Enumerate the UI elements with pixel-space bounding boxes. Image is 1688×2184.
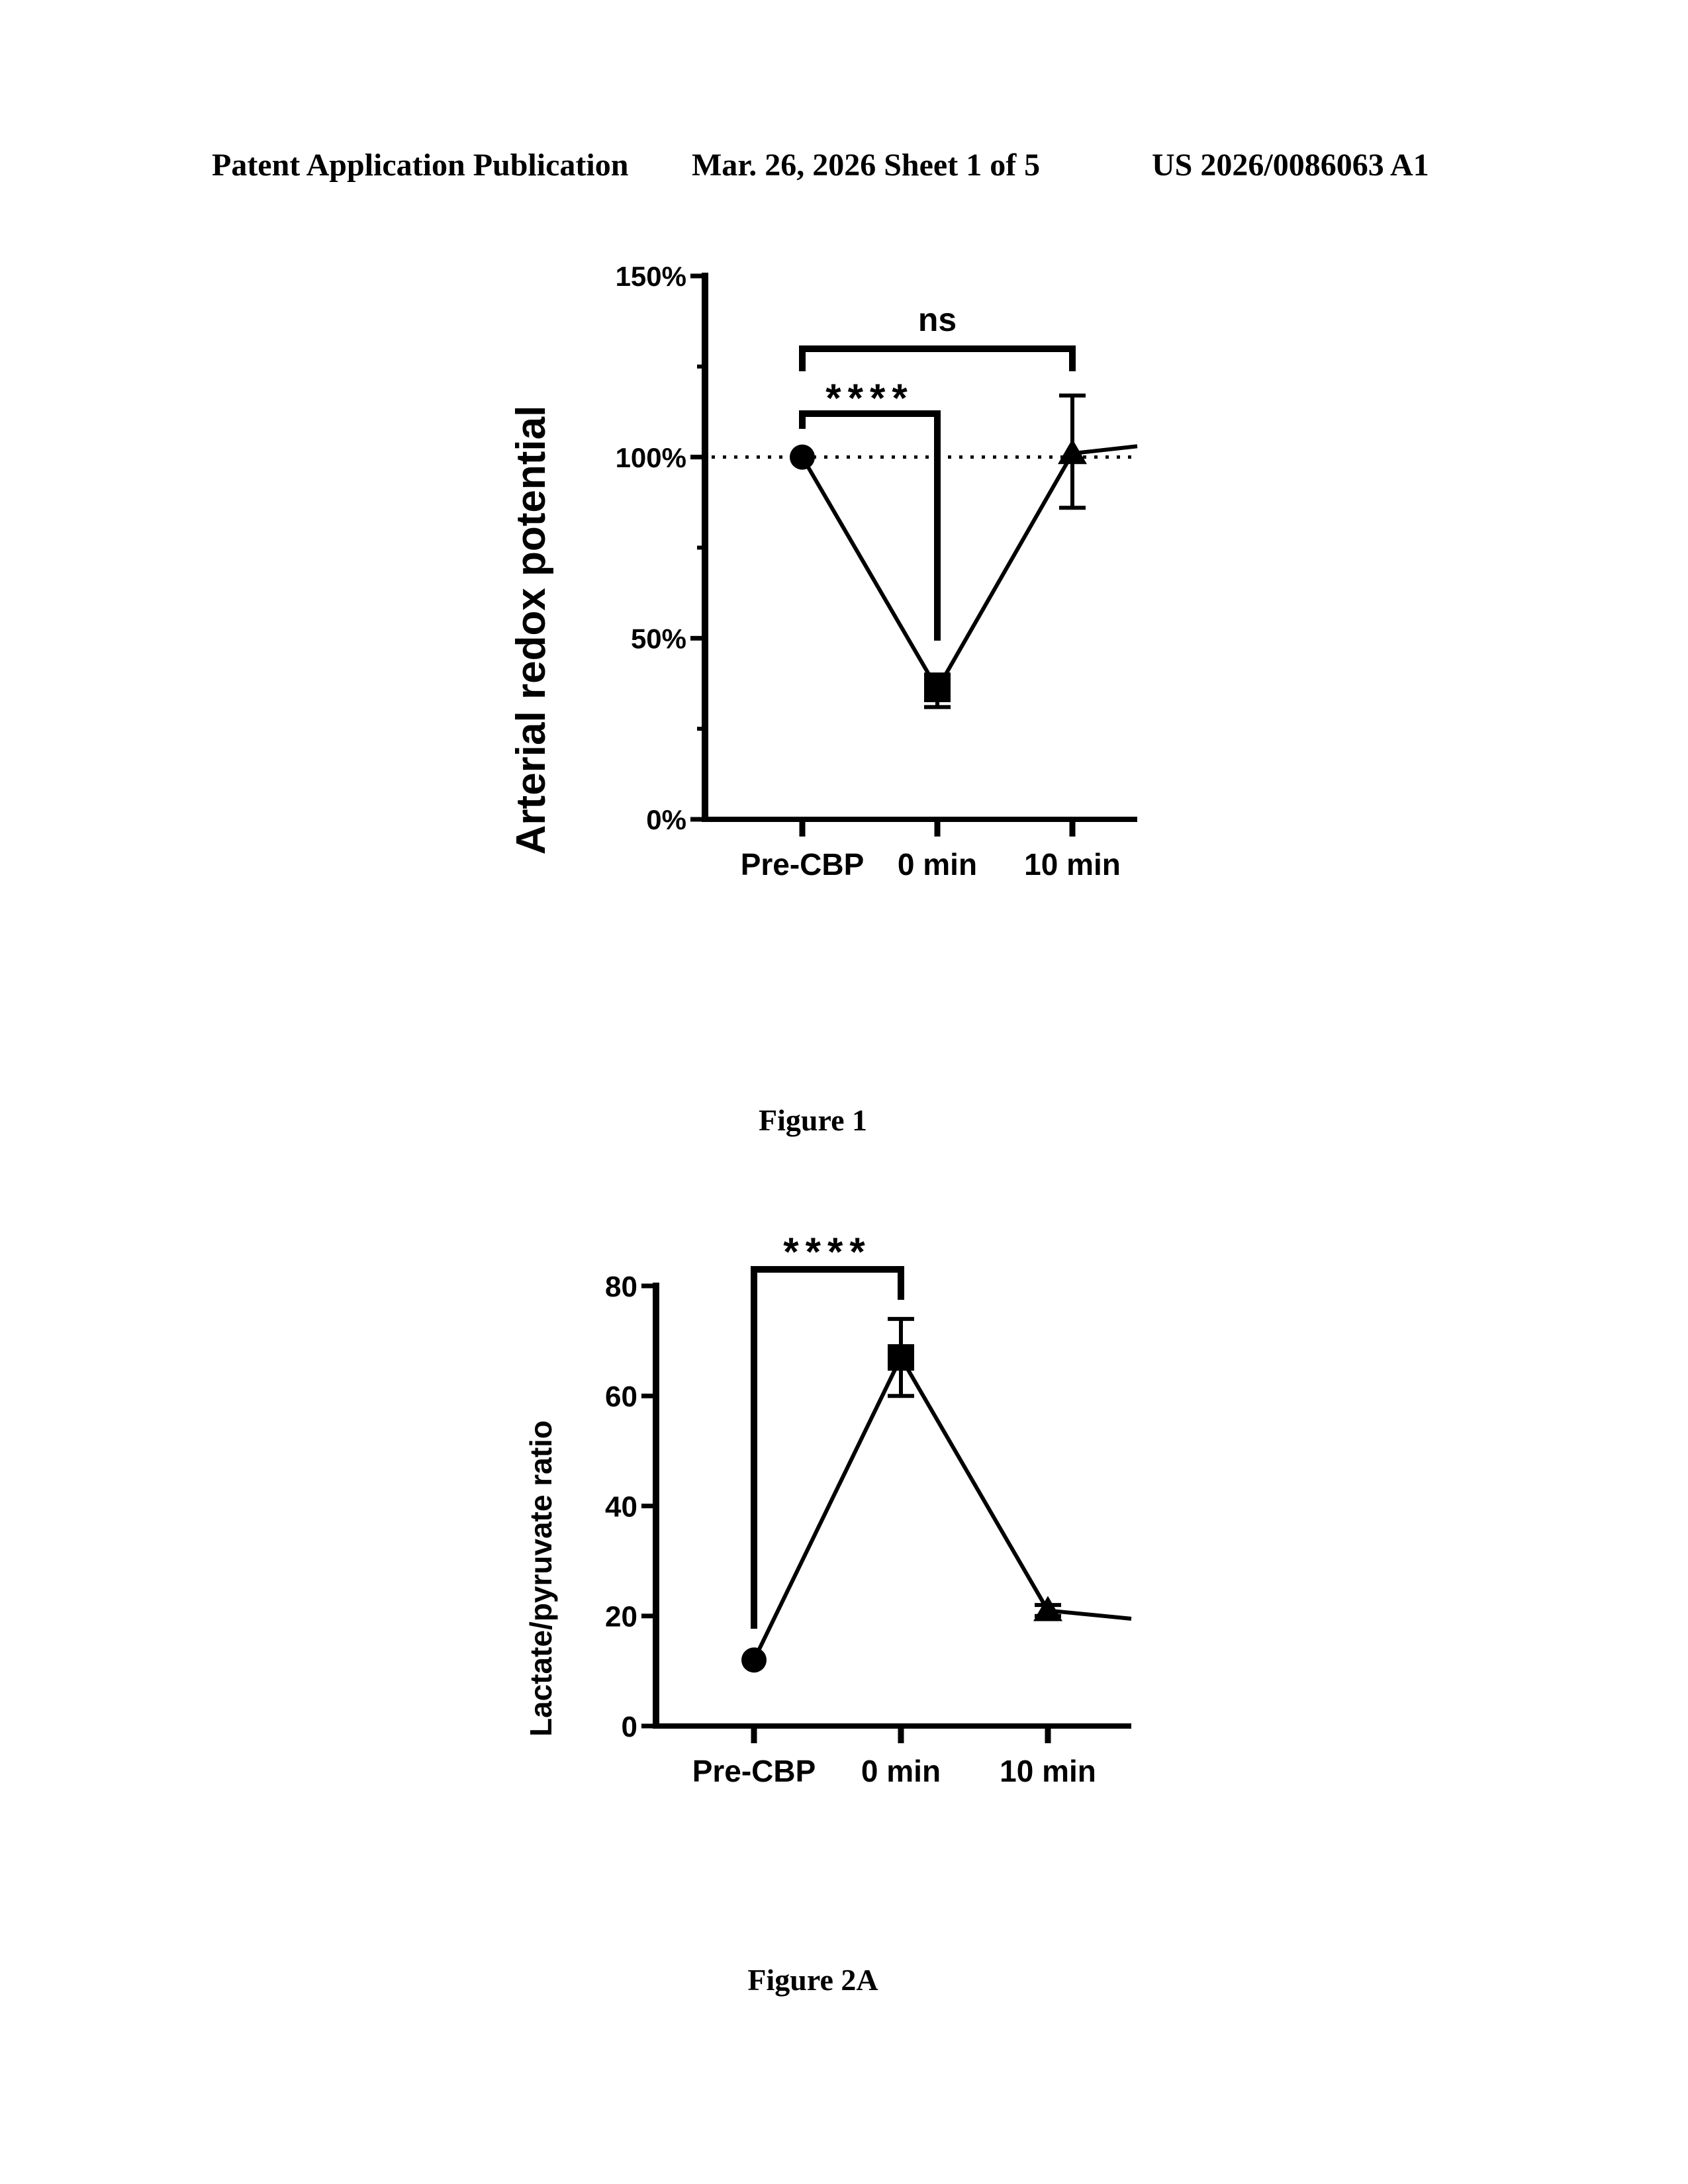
y-tick-label: 50% (631, 623, 686, 654)
series-line (802, 446, 1137, 689)
y-axis-label: Arterial redox potential (508, 406, 554, 855)
data-point-square (924, 676, 951, 702)
significance-label: ns (918, 301, 957, 338)
series-line (754, 1357, 1131, 1660)
significance-label: **** (783, 1230, 871, 1274)
y-tick-label: 60 (605, 1381, 637, 1413)
significance-bracket (802, 349, 1072, 371)
x-tick-label: 10 min (1000, 1754, 1096, 1788)
data-point-square (888, 1344, 914, 1371)
y-tick-label: 40 (605, 1490, 637, 1523)
y-tick-label: 150% (616, 261, 686, 292)
chart-2: 0 20 40 60 80 Lactate/pyruvate ratio Pre-CBP 0 … (524, 1230, 1131, 1788)
y-tick-label: 100% (616, 442, 686, 473)
y-tick-label: 0% (646, 804, 686, 835)
y-axis-label: Lactate/pyruvate ratio (524, 1420, 558, 1737)
figures: 0% 50% 100% 150% Arterial redox potential Pre… (0, 0, 1688, 2184)
x-tick-label: 0 min (861, 1754, 941, 1788)
significance-bracket (802, 414, 937, 641)
data-point-circle (790, 445, 815, 470)
figure-1-caption: Figure 1 (614, 1103, 1011, 1138)
x-tick-label: Pre-CBP (741, 847, 865, 882)
figure-2a-caption: Figure 2A (614, 1962, 1011, 1997)
x-tick-label: Pre-CBP (692, 1754, 816, 1788)
data-point-triangle (1033, 1596, 1062, 1621)
x-tick-label: 10 min (1024, 847, 1121, 882)
x-tick-label: 0 min (898, 847, 977, 882)
chart-1: 0% 50% 100% 150% Arterial redox potential Pre… (508, 261, 1137, 882)
data-point-circle (741, 1647, 767, 1672)
y-tick-label: 80 (605, 1271, 637, 1303)
y-tick-label: 20 (605, 1601, 637, 1633)
significance-label: **** (825, 376, 914, 420)
significance-bracket (754, 1269, 901, 1629)
y-tick-label: 0 (622, 1711, 637, 1743)
